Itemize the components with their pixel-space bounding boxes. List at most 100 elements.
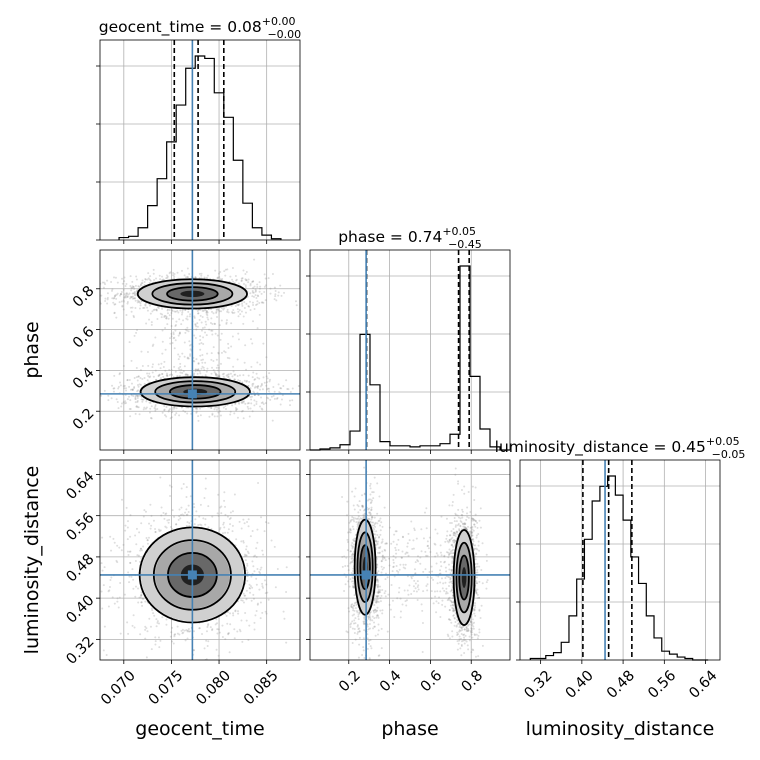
sample-point: [227, 311, 230, 314]
sample-point: [226, 310, 229, 313]
sample-point: [244, 402, 247, 405]
sample-point: [103, 281, 106, 284]
sample-point: [199, 348, 202, 351]
sample-point: [265, 612, 268, 615]
sample-point: [208, 415, 211, 418]
sample-point: [227, 347, 230, 350]
sample-point: [215, 310, 218, 313]
sample-point: [178, 332, 181, 335]
sample-point: [115, 316, 118, 319]
sample-point: [149, 503, 152, 506]
sample-point: [367, 508, 370, 511]
sample-point: [260, 292, 263, 295]
sample-point: [221, 636, 224, 639]
sample-point: [140, 547, 143, 550]
sample-point: [261, 585, 264, 588]
sample-point: [220, 319, 223, 322]
sample-point: [244, 273, 247, 276]
sample-point: [243, 522, 246, 525]
sample-point: [238, 628, 241, 631]
sample-point: [251, 383, 254, 386]
sample-point: [229, 511, 232, 514]
sample-point: [139, 547, 142, 550]
sample-point: [380, 560, 383, 563]
sample-point: [248, 300, 251, 303]
sample-point: [255, 403, 258, 406]
sample-point: [287, 388, 290, 391]
sample-point: [148, 401, 151, 404]
sample-point: [204, 477, 207, 480]
sample-point: [211, 515, 214, 518]
sample-point: [148, 278, 151, 281]
sample-point: [144, 637, 147, 640]
sample-point: [200, 329, 203, 332]
sample-point: [118, 372, 121, 375]
sample-point: [244, 594, 247, 597]
sample-point: [278, 391, 281, 394]
sample-point: [194, 323, 197, 326]
sample-point: [225, 374, 228, 377]
sample-point: [138, 307, 141, 310]
sample-point: [204, 361, 207, 364]
sample-point: [117, 606, 120, 609]
panel-frame: [99, 249, 301, 451]
sample-point: [248, 583, 251, 586]
sample-point: [249, 387, 252, 390]
sample-point: [125, 506, 128, 509]
sample-point: [150, 405, 153, 408]
sample-point: [267, 277, 270, 280]
sample-point: [348, 531, 351, 534]
sample-point: [241, 640, 244, 643]
sample-point: [194, 276, 197, 279]
sample-point: [113, 312, 116, 315]
sample-point: [138, 285, 141, 288]
sample-point: [270, 539, 273, 542]
sample-point: [227, 633, 230, 636]
sample-point: [111, 288, 114, 291]
sample-point: [213, 371, 216, 374]
sample-point: [351, 525, 354, 528]
sample-point: [188, 522, 191, 525]
sample-point: [259, 601, 262, 604]
sample-point: [198, 272, 201, 275]
sample-point: [161, 616, 164, 619]
contour-line: [154, 380, 237, 404]
sample-point: [161, 340, 164, 343]
sample-point: [200, 359, 203, 362]
sample-point: [244, 559, 247, 562]
sample-point: [277, 383, 280, 386]
sample-point: [159, 278, 162, 281]
sample-point: [213, 415, 216, 418]
sample-point: [100, 294, 103, 297]
sample-point: [41, 288, 43, 290]
sample-point: [240, 401, 243, 404]
panel-frame: [99, 459, 301, 661]
sample-point: [252, 303, 255, 306]
sample-point: [134, 284, 137, 287]
sample-point: [61, 622, 63, 624]
sample-point: [215, 308, 218, 311]
sample-point: [144, 510, 147, 513]
sample-point: [177, 353, 180, 356]
sample-point: [363, 509, 366, 512]
sample-point: [206, 314, 209, 317]
sample-point: [214, 406, 217, 409]
sample-point: [161, 373, 164, 376]
truth-marker: [187, 389, 197, 399]
sample-point: [171, 527, 174, 530]
sample-point: [165, 618, 168, 621]
sample-point: [253, 404, 256, 407]
sample-point: [186, 276, 189, 279]
sample-point: [129, 408, 132, 411]
sample-point: [136, 301, 139, 304]
sample-point: [259, 385, 262, 388]
sample-point: [254, 614, 257, 617]
sample-point: [291, 399, 294, 402]
sample-point: [131, 297, 134, 300]
sample-point: [145, 406, 148, 409]
sample-point: [274, 586, 277, 589]
sample-point: [274, 295, 277, 298]
sample-point: [130, 286, 133, 289]
sample-point: [113, 387, 116, 390]
hist-bar: [546, 656, 554, 660]
